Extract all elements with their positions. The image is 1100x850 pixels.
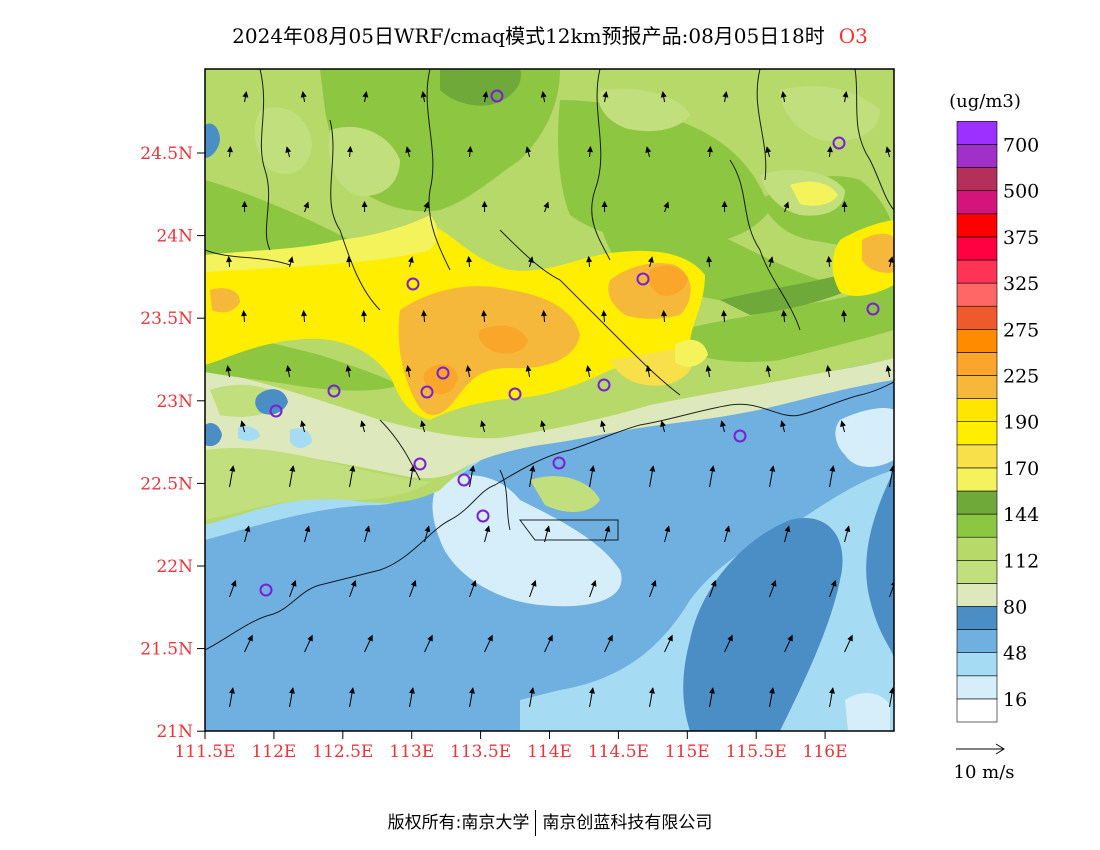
lat-tick-label: 23.5N	[140, 309, 193, 329]
colorbar-swatch	[956, 328, 998, 353]
colorbar-swatch	[956, 675, 998, 700]
lat-tick-label: 21N	[156, 722, 193, 742]
copyright-text: 版权所有:南京大学	[387, 813, 530, 833]
colorbar-swatch	[956, 375, 998, 399]
station-circle-icon	[597, 378, 611, 392]
colorbar-swatch	[956, 629, 998, 653]
station-circle-icon	[552, 456, 566, 470]
station-circle-icon	[457, 473, 471, 487]
lat-tick-label: 24N	[156, 227, 193, 247]
colorbar	[956, 121, 998, 723]
colorbar-swatch	[956, 398, 998, 423]
wind-legend: 10 m/s	[954, 743, 1015, 783]
colorbar-tick-label: 500	[1003, 181, 1039, 203]
colorbar-tick-label: 16	[1003, 689, 1027, 711]
station-circle-icon	[832, 136, 846, 150]
colorbar-tick-label: 700	[1003, 135, 1039, 157]
lat-tick-label: 21.5N	[140, 640, 193, 660]
lon-tick-label: 115.5E	[726, 742, 787, 762]
colorbar-swatch	[956, 698, 998, 723]
colorbar-swatch	[956, 606, 998, 630]
lon-tick-label: 115E	[665, 742, 710, 762]
colorbar-swatch	[956, 236, 998, 261]
colorbar-labels: 16 48 80 112 144 170 190 225 275 325 375 500 700	[1003, 135, 1039, 711]
colorbar-tick-label: 275	[1003, 319, 1039, 341]
map-title: 2024年08月05日WRF/cmaq模式12km预报产品:08月05日18时 O…	[0, 20, 1100, 49]
colorbar-swatch	[956, 490, 998, 515]
colorbar-swatch	[956, 213, 998, 238]
colorbar-tick-label: 325	[1003, 273, 1039, 295]
colorbar-unit: (ug/m3)	[949, 91, 1021, 112]
lat-tick-label: 24.5N	[140, 144, 193, 164]
station-circle-icon	[866, 302, 880, 316]
station-circle-icon	[420, 385, 434, 399]
title-text: 2024年08月05日WRF/cmaq模式12km预报产品:08月05日18时	[232, 24, 825, 48]
colorbar-tick-label: 190	[1003, 412, 1039, 434]
colorbar-tick-label: 170	[1003, 458, 1039, 480]
copyright-footer: 版权所有:南京大学 南京创蓝科技有限公司	[0, 808, 1100, 836]
colorbar-tick-label: 375	[1003, 227, 1039, 249]
lon-tick-label: 113E	[389, 742, 434, 762]
ozone-concentration-field	[205, 69, 894, 731]
station-circle-icon	[269, 404, 283, 418]
station-circle-icon	[636, 272, 650, 286]
lat-tick-label: 23N	[156, 392, 193, 412]
lon-tick-label: 116E	[803, 742, 848, 762]
lat-tick-label: 22N	[156, 557, 193, 577]
lat-tick-label: 22.5N	[140, 474, 193, 494]
station-circle-icon	[508, 387, 522, 401]
colorbar-swatch	[956, 144, 998, 168]
colorbar-tick-label: 112	[1003, 550, 1039, 572]
colorbar-tick-label: 225	[1003, 366, 1039, 388]
monitoring-stations	[259, 89, 880, 597]
lon-tick-label: 112E	[251, 742, 296, 762]
lon-tick-label: 111.5E	[174, 742, 235, 762]
colorbar-tick-label: 48	[1003, 643, 1027, 665]
colorbar-swatch	[956, 305, 998, 330]
colorbar-swatch	[956, 652, 998, 677]
colorbar-swatch	[956, 190, 998, 215]
colorbar-tick-label: 80	[1003, 597, 1027, 619]
wind-legend-label: 10 m/s	[954, 762, 1015, 783]
pollutant-label: O3	[838, 24, 868, 48]
station-circle-icon	[490, 89, 504, 103]
colorbar-swatch	[956, 583, 998, 607]
colorbar-swatch	[956, 352, 998, 376]
station-circle-icon	[733, 429, 747, 443]
company-text: 南京创蓝科技有限公司	[542, 813, 713, 833]
axis-ticks	[197, 152, 826, 739]
station-circle-icon	[476, 509, 490, 523]
wind-vectors	[225, 91, 894, 708]
colorbar-swatch	[956, 559, 998, 584]
colorbar-swatch	[956, 259, 998, 284]
colorbar-swatch	[956, 444, 998, 469]
colorbar-swatch	[956, 167, 998, 192]
latitude-axis: 24.5N 24N 23.5N 23N 22.5N 22N 21.5N 21N	[140, 144, 193, 742]
lon-tick-label: 113.5E	[450, 742, 511, 762]
longitude-axis: 111.5E 112E 112.5E 113E 113.5E 114E 114.5E 115E…	[174, 742, 847, 762]
colorbar-swatch	[956, 421, 998, 446]
station-circle-icon	[413, 457, 427, 471]
colorbar-swatch	[956, 536, 998, 561]
colorbar-swatch	[956, 467, 998, 492]
footer-divider	[535, 810, 537, 836]
station-circle-icon	[436, 366, 450, 380]
colorbar-swatch	[956, 121, 998, 145]
colorbar-tick-label: 144	[1003, 504, 1039, 526]
lon-tick-label: 114.5E	[588, 742, 649, 762]
lon-tick-label: 112.5E	[312, 742, 373, 762]
lon-tick-label: 114E	[527, 742, 572, 762]
station-circle-icon	[327, 384, 341, 398]
colorbar-swatch	[956, 282, 998, 307]
colorbar-swatch	[956, 513, 998, 538]
station-circle-icon	[259, 583, 273, 597]
station-circle-icon	[406, 277, 420, 291]
